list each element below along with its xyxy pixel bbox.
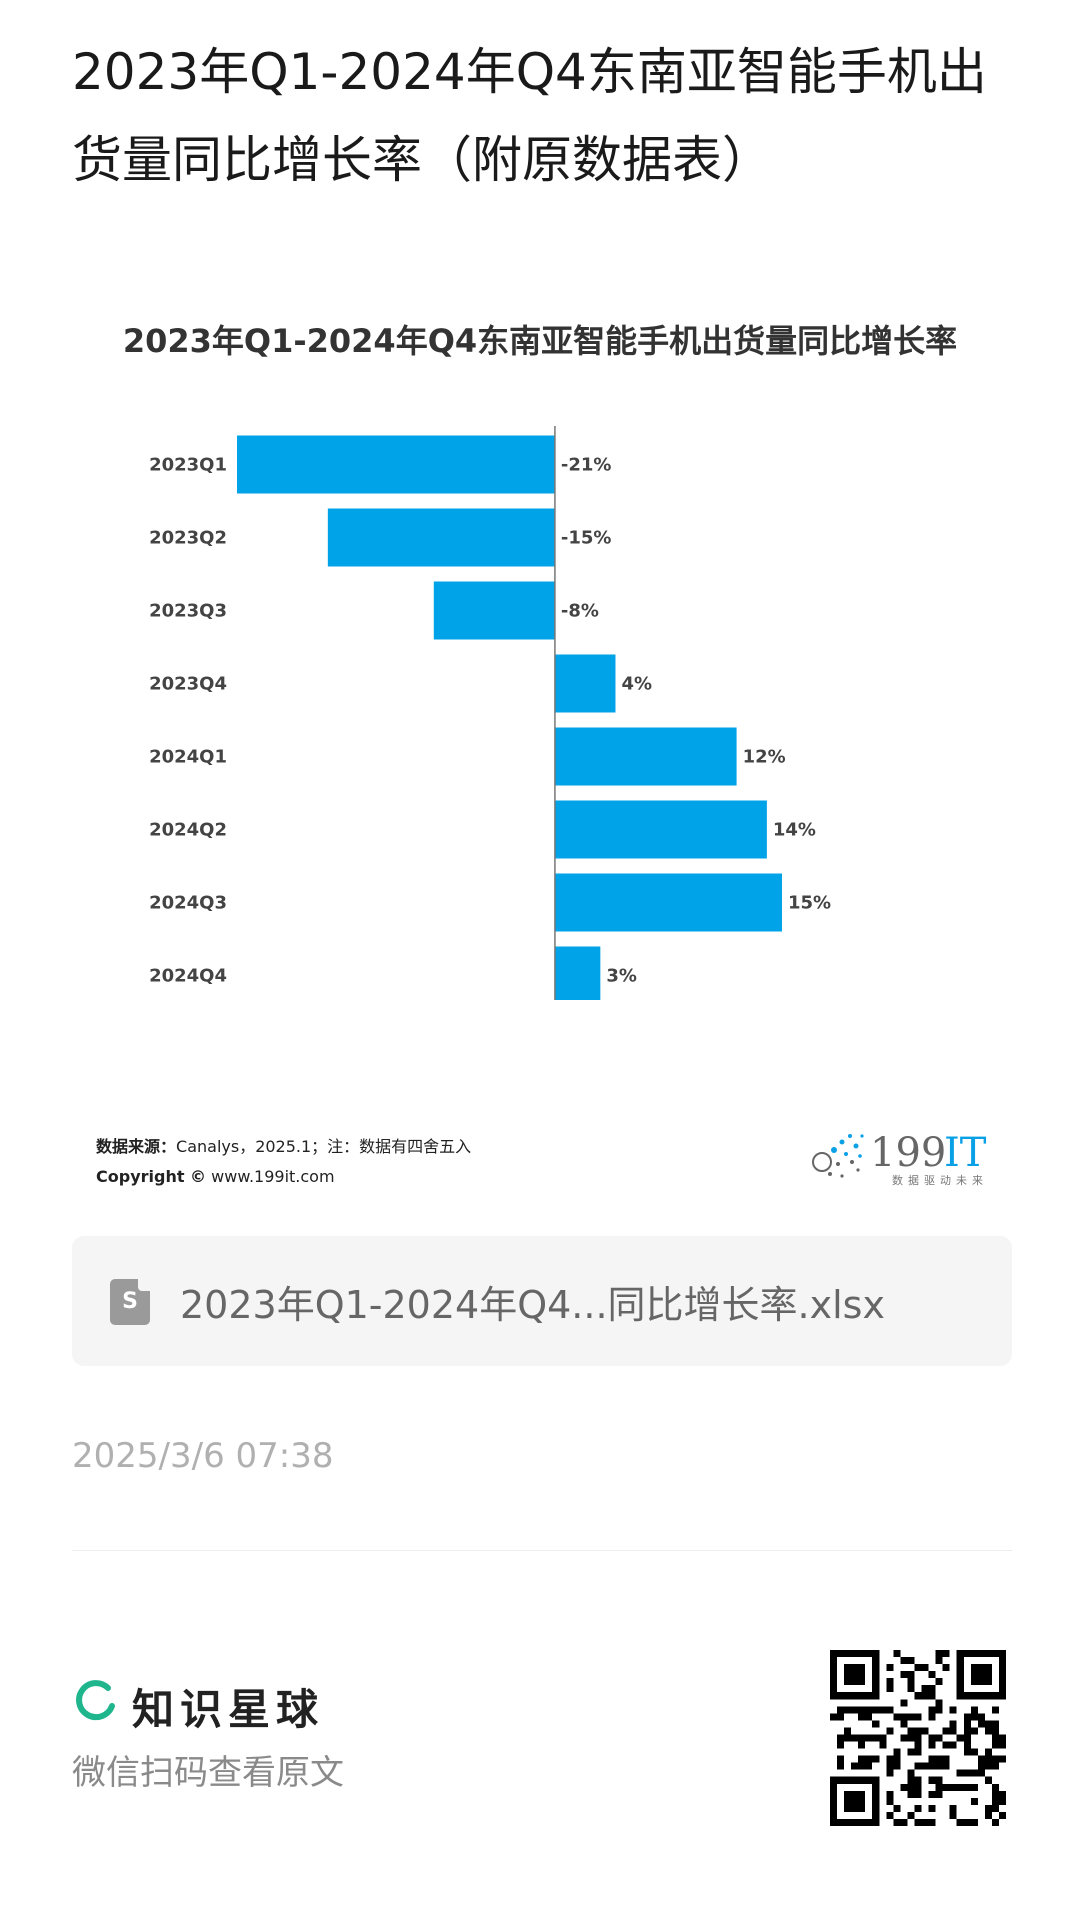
chart-bar	[327, 508, 555, 567]
chart-bar	[237, 435, 555, 494]
data-label: 4%	[621, 674, 652, 695]
data-label: 14%	[773, 820, 816, 841]
data-label: 3%	[606, 966, 637, 987]
copyright-label: Copyright ©	[96, 1167, 207, 1186]
category-label: 2023Q3	[149, 601, 227, 622]
data-label: 15%	[788, 893, 831, 914]
chart-bar	[554, 800, 767, 859]
chart-bar	[433, 581, 555, 640]
data-label: 12%	[743, 747, 786, 768]
brand-slogan: 数据驱动未来	[892, 1173, 988, 1187]
source-text: Canalys，2025.1；注：数据有四舍五入	[176, 1137, 472, 1156]
zsxq-subtitle: 微信扫码查看原文	[72, 1753, 344, 1793]
bar-chart: 2023Q1 -21% 2023Q2 -15% 2023Q3 -8% 2023Q4 4% 202…	[149, 426, 831, 1000]
attachment-file[interactable]: S 2023年Q1-2024年Q4...同比增长率.xlsx	[72, 1236, 1012, 1366]
copyright-site: www.199it.com	[211, 1167, 335, 1186]
chart-bar	[554, 873, 782, 932]
category-label: 2024Q1	[149, 747, 227, 768]
category-label: 2023Q1	[149, 455, 227, 476]
attachment-file-name: 2023年Q1-2024年Q4...同比增长率.xlsx	[180, 1283, 885, 1327]
category-label: 2024Q4	[149, 966, 227, 987]
spreadsheet-file-icon: S	[110, 1279, 150, 1325]
post-timestamp: 2025/3/6 07:38	[72, 1436, 334, 1476]
brand-logo: 199 IT 数据驱动未来	[812, 1130, 988, 1187]
chart-card: 2023年Q1-2024年Q4东南亚智能手机出货量同比增长率 2023Q1 -21…	[72, 290, 1008, 1220]
data-label: -21%	[561, 455, 612, 476]
chart-bar	[554, 946, 601, 1000]
data-label: -15%	[561, 528, 612, 549]
source-block: 数据来源：Canalys，2025.1；注：数据有四舍五入 Copyright …	[96, 1132, 471, 1192]
category-label: 2024Q2	[149, 820, 227, 841]
category-label: 2024Q3	[149, 893, 227, 914]
brand-suffix: IT	[944, 1130, 987, 1176]
chart-title: 2023年Q1-2024年Q4东南亚智能手机出货量同比增长率	[122, 322, 958, 360]
zsxq-ring-icon	[76, 1680, 115, 1721]
category-label: 2023Q2	[149, 528, 227, 549]
chart-bar	[554, 654, 616, 713]
page-title: 2023年Q1-2024年Q4东南亚智能手机出货量同比增长率（附原数据表）	[72, 43, 987, 189]
qr-code[interactable]	[830, 1650, 1006, 1826]
category-label: 2023Q4	[149, 674, 227, 695]
brand-dots-icon	[812, 1134, 864, 1178]
zsxq-brand-name: 知识星球	[132, 1685, 325, 1734]
chart-bar	[554, 727, 737, 786]
data-label: -8%	[561, 601, 599, 622]
divider	[72, 1550, 1012, 1551]
brand-number: 199	[870, 1130, 946, 1176]
source-label: 数据来源：	[96, 1137, 177, 1156]
